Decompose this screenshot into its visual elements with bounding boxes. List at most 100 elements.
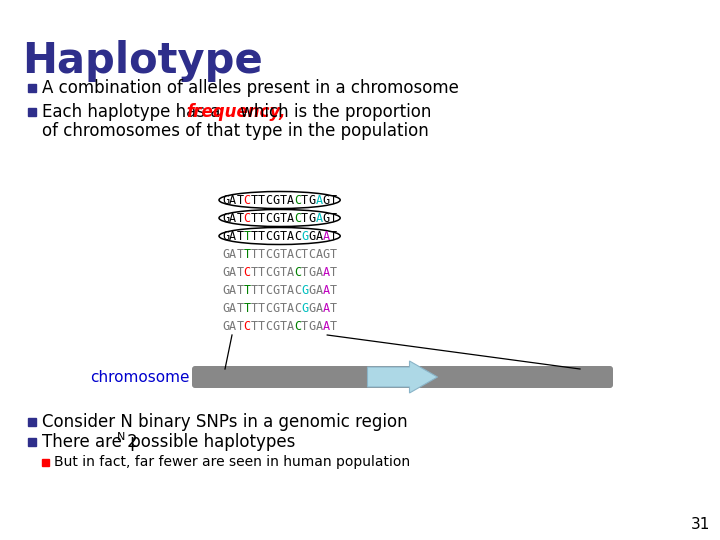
Text: C: C [294,193,301,206]
Text: frequency,: frequency, [186,103,285,121]
Text: A: A [323,320,330,333]
Text: G: G [272,193,279,206]
Text: C: C [265,320,272,333]
Text: T: T [330,212,337,225]
Text: G: G [222,320,229,333]
Text: A: A [287,212,294,225]
Text: T: T [258,320,265,333]
Text: A: A [323,284,330,296]
Text: C: C [243,266,251,279]
Text: G: G [308,193,315,206]
Text: G: G [308,266,315,279]
Text: T: T [301,247,308,260]
Text: C: C [294,301,301,314]
Text: T: T [243,247,251,260]
Text: T: T [236,320,243,333]
Text: Haplotype: Haplotype [22,40,263,82]
Bar [28,84,36,92]
FancyBboxPatch shape [192,366,613,388]
Text: T: T [251,193,258,206]
Text: A: A [315,320,323,333]
Text: T: T [258,230,265,242]
Text: T: T [279,247,287,260]
Text: T: T [301,266,308,279]
Text: T: T [330,284,337,296]
Text: But in fact, far fewer are seen in human population: But in fact, far fewer are seen in human… [54,455,410,469]
Text: G: G [222,301,229,314]
Text: A: A [287,284,294,296]
Text: There are 2: There are 2 [42,433,138,451]
Text: T: T [236,284,243,296]
Text: T: T [279,193,287,206]
Text: which is the proportion: which is the proportion [235,103,431,121]
Text: C: C [265,193,272,206]
Text: A: A [323,230,330,242]
Text: of chromosomes of that type in the population: of chromosomes of that type in the popul… [42,122,428,140]
Text: T: T [251,247,258,260]
Text: G: G [222,212,229,225]
Text: T: T [236,212,243,225]
Text: T: T [243,284,251,296]
Text: A: A [323,301,330,314]
Bar [42,458,49,465]
Text: G: G [301,230,308,242]
Text: N: N [117,432,126,442]
Text: A: A [323,266,330,279]
Text: G: G [272,301,279,314]
Text: T: T [236,301,243,314]
Text: C: C [265,266,272,279]
Text: T: T [236,193,243,206]
Text: G: G [222,230,229,242]
Text: G: G [323,247,330,260]
Text: T: T [236,230,243,242]
Text: T: T [330,266,337,279]
Text: T: T [243,230,251,242]
Text: G: G [272,247,279,260]
Text: G: G [323,193,330,206]
Text: G: G [272,230,279,242]
Text: C: C [265,284,272,296]
Text: A combination of alleles present in a chromosome: A combination of alleles present in a ch… [42,79,459,97]
Text: C: C [265,230,272,242]
Text: T: T [258,212,265,225]
Text: T: T [301,193,308,206]
Text: T: T [243,301,251,314]
Bar [28,418,36,426]
Text: possible haplotypes: possible haplotypes [125,433,296,451]
Text: G: G [308,230,315,242]
Text: T: T [301,320,308,333]
Text: A: A [229,266,236,279]
Text: C: C [243,320,251,333]
Text: T: T [279,230,287,242]
Text: G: G [222,247,229,260]
Text: C: C [265,301,272,314]
Text: T: T [301,212,308,225]
Text: chromosome: chromosome [91,369,190,384]
Text: T: T [251,301,258,314]
Text: T: T [279,212,287,225]
Text: A: A [229,301,236,314]
Text: T: T [251,230,258,242]
Text: T: T [279,284,287,296]
Text: T: T [251,266,258,279]
Text: A: A [229,320,236,333]
Text: C: C [243,193,251,206]
Text: T: T [251,212,258,225]
Text: C: C [294,320,301,333]
Text: T: T [330,193,337,206]
Text: A: A [229,230,236,242]
Text: G: G [272,212,279,225]
Text: T: T [251,320,258,333]
Bar [28,108,36,116]
Text: 31: 31 [690,517,710,532]
Text: C: C [294,230,301,242]
Text: C: C [294,284,301,296]
Text: Consider N binary SNPs in a genomic region: Consider N binary SNPs in a genomic regi… [42,413,408,431]
Text: C: C [294,247,301,260]
Text: A: A [315,247,323,260]
Text: T: T [330,230,337,242]
Text: T: T [279,301,287,314]
Text: T: T [330,320,337,333]
Text: A: A [315,284,323,296]
Text: A: A [229,212,236,225]
